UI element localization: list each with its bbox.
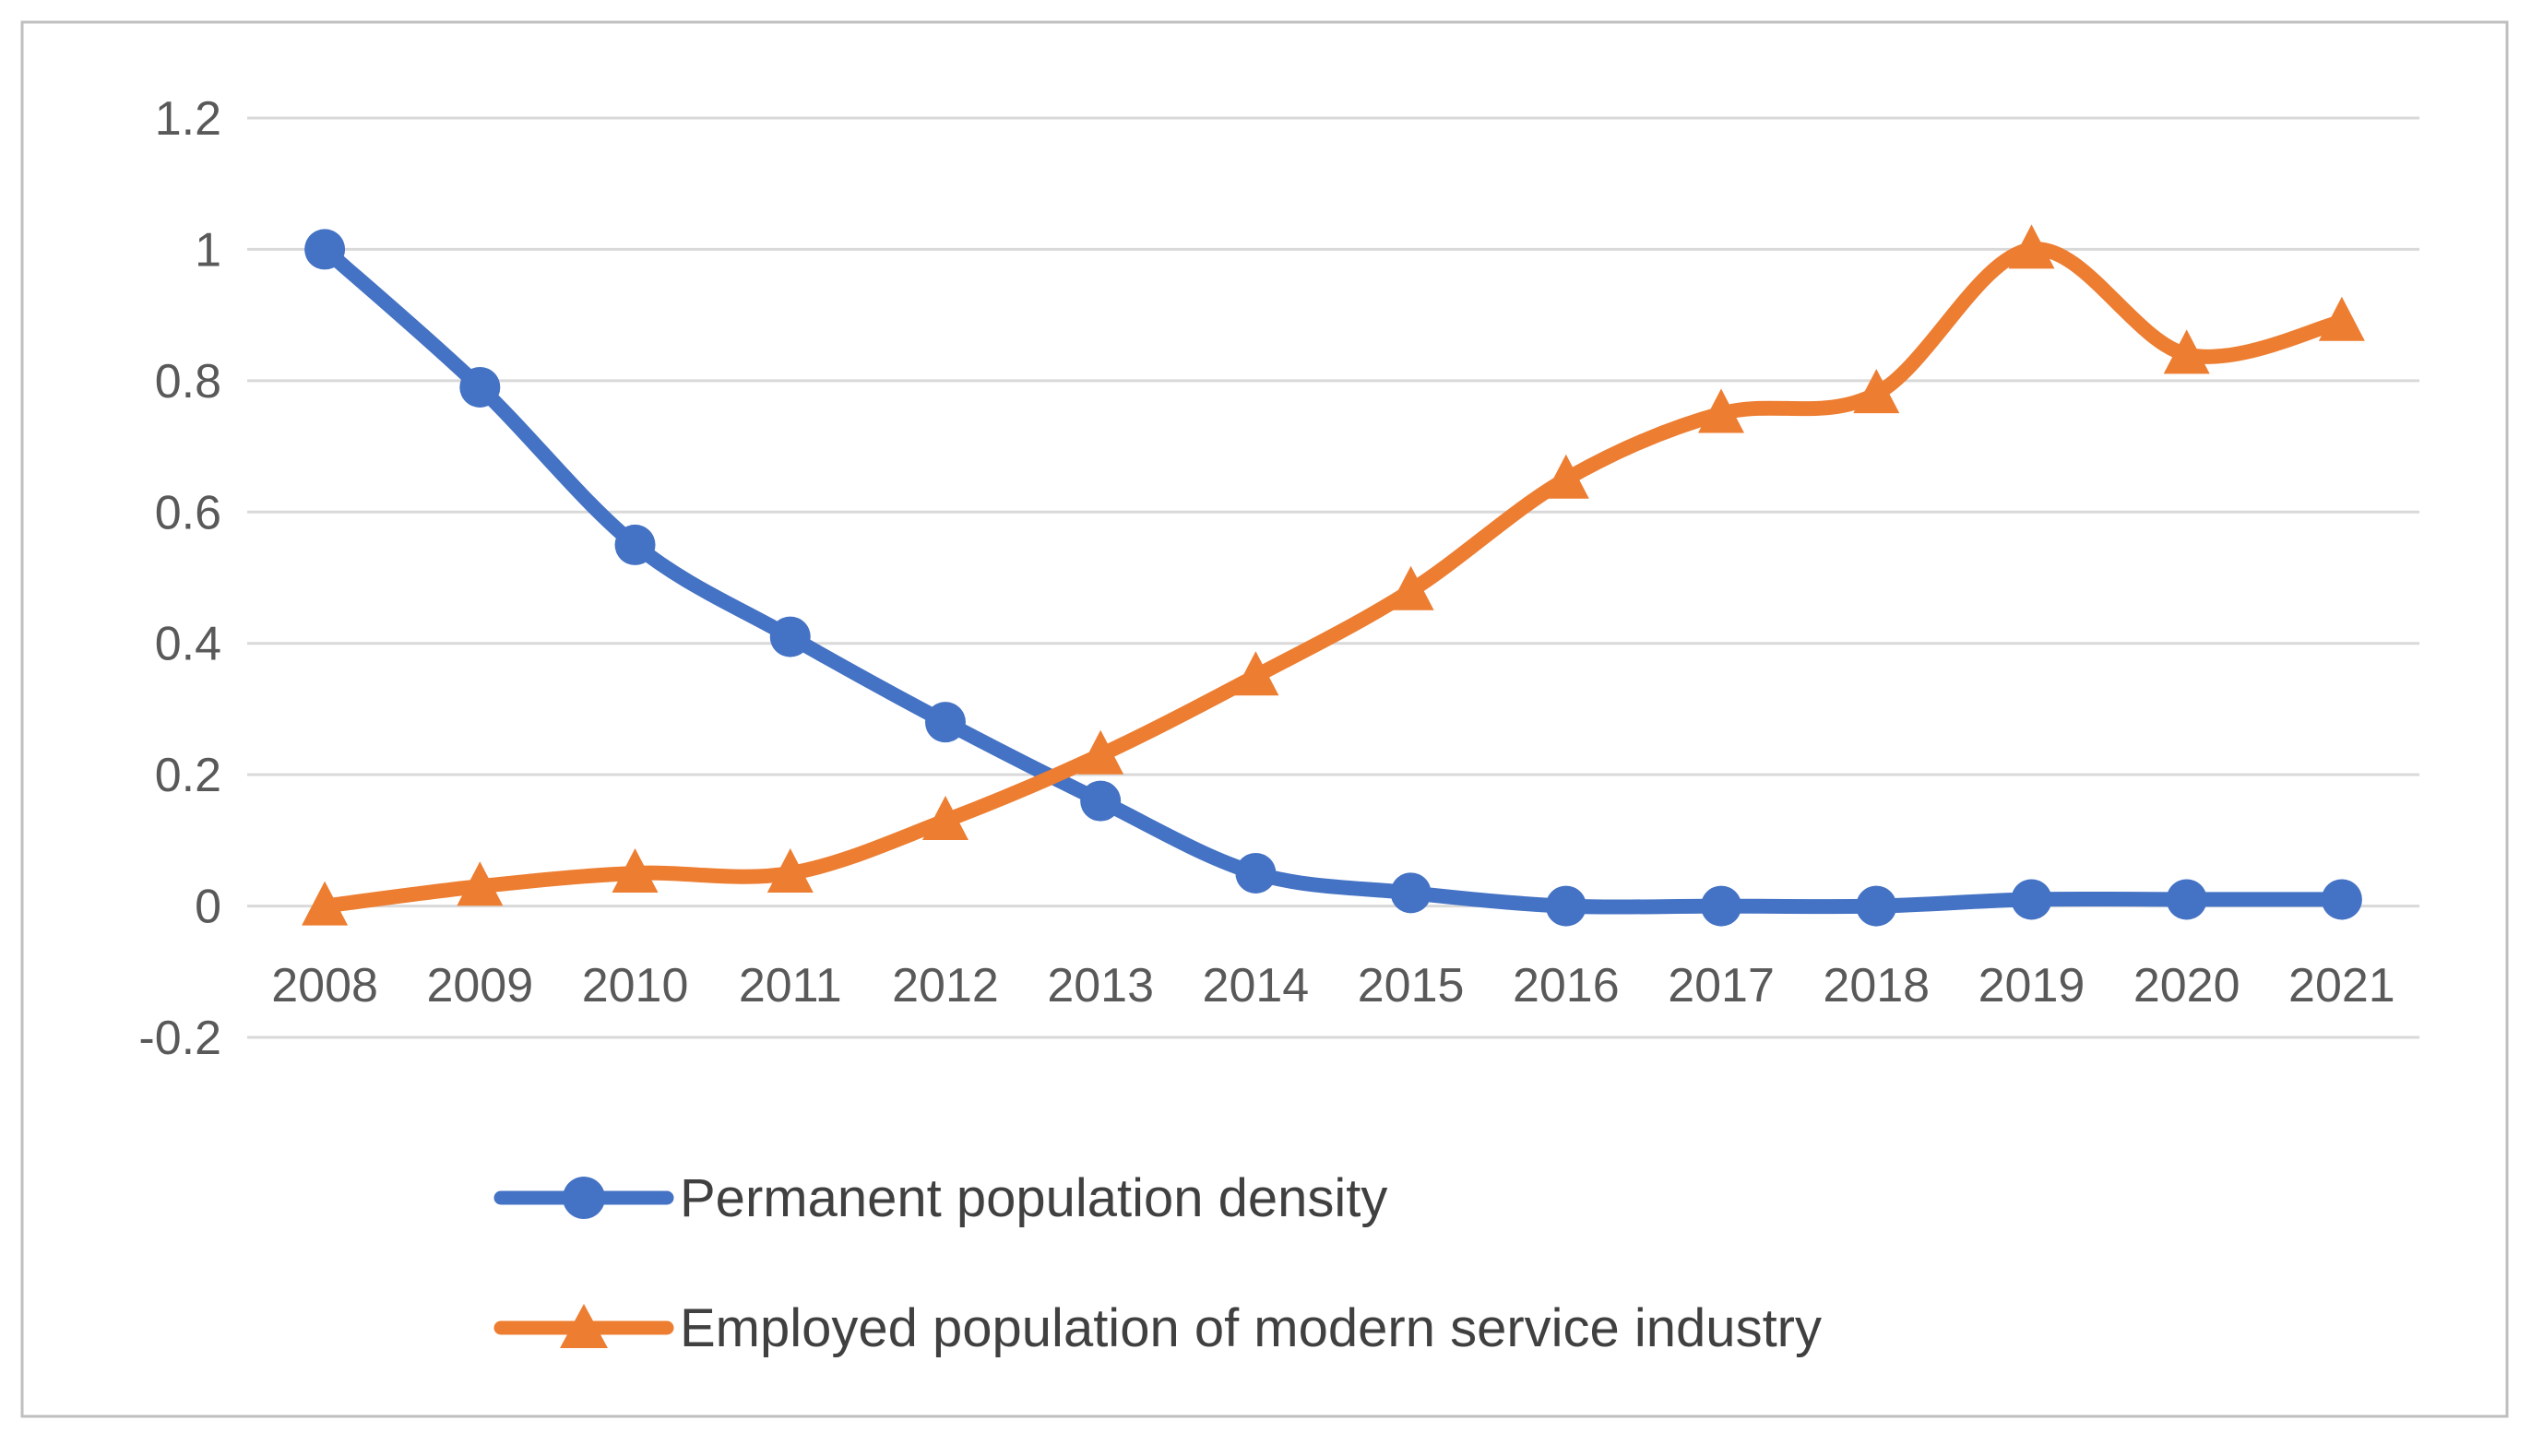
data-point-employed-population-of-modern-service-industry-2019 [2008,224,2055,269]
data-point-permanent-population-density-2015 [1390,872,1432,914]
data-point-permanent-population-density-2009 [459,366,501,408]
x-tick-label-2014: 2014 [1203,959,1310,1012]
data-point-employed-population-of-modern-service-industry-2018 [1853,369,1900,414]
data-point-employed-population-of-modern-service-industry-2013 [1077,729,1124,775]
y-tick-label--0.2: -0.2 [138,1012,221,1065]
y-tick-label-1.2: 1.2 [155,92,221,146]
data-point-permanent-population-density-2020 [2166,879,2207,920]
data-point-permanent-population-density-2019 [2011,879,2052,920]
x-tick-label-2021: 2021 [2288,959,2395,1012]
legend-circle-marker-icon [563,1177,605,1219]
data-point-employed-population-of-modern-service-industry-2010 [612,848,659,893]
x-tick-label-2020: 2020 [2133,959,2240,1012]
data-point-permanent-population-density-2021 [2321,879,2362,920]
legend-triangle-marker-icon [560,1304,608,1348]
x-axis-labels-group: 2008 2009 2010 2011 2012 2013 2014 2015 2016 2017… [271,959,2394,1012]
data-point-employed-population-of-modern-service-industry-2020 [2163,329,2210,374]
data-point-permanent-population-density-2018 [1856,885,1897,927]
x-tick-label-2011: 2011 [739,959,842,1012]
chart-border [20,20,2509,1418]
y-tick-label-1: 1 [195,223,221,277]
data-point-employed-population-of-modern-service-industry-2021 [2318,296,2365,341]
data-point-permanent-population-density-2016 [1545,885,1586,927]
legend-item-permanent-population-density: Permanent population density [493,1168,1387,1228]
series-lines-group [317,242,2349,915]
x-tick-label-2015: 2015 [1358,959,1465,1012]
data-point-employed-population-of-modern-service-industry-2017 [1698,388,1744,433]
data-point-employed-population-of-modern-service-industry-2011 [766,848,814,893]
x-tick-label-2008: 2008 [271,959,378,1012]
x-tick-label-2010: 2010 [582,959,689,1012]
x-tick-label-2019: 2019 [1978,959,2085,1012]
series-line-permanent-population-density [317,242,2349,915]
x-tick-label-2012: 2012 [892,959,999,1012]
x-tick-label-2018: 2018 [1823,959,1930,1012]
x-tick-label-2017: 2017 [1668,959,1775,1012]
series-line-employed-population-of-modern-service-industry [317,242,2349,914]
x-tick-label-2009: 2009 [426,959,533,1012]
x-tick-label-2013: 2013 [1047,959,1154,1012]
legend-label-employed-population: Employed population of modern service in… [680,1298,1822,1358]
y-axis-labels-group: 1.2 1 0.8 0.6 0.4 0.2 0 -0.2 [138,92,221,1065]
data-point-permanent-population-density-2013 [1080,780,1122,822]
legend: Permanent population density Employed po… [493,1168,1822,1358]
y-tick-label-0: 0 [195,881,221,934]
data-point-employed-population-of-modern-service-industry-2012 [922,796,968,840]
legend-item-employed-population-modern-service-industry: Employed population of modern service in… [493,1298,1822,1358]
data-point-permanent-population-density-2017 [1701,885,1742,927]
y-tick-label-0.8: 0.8 [155,355,221,408]
data-point-employed-population-of-modern-service-industry-2014 [1232,651,1279,696]
y-tick-label-0.2: 0.2 [155,749,221,802]
data-point-permanent-population-density-2012 [924,702,966,743]
x-tick-label-2016: 2016 [1513,959,1620,1012]
data-point-permanent-population-density-2008 [304,229,346,270]
y-tick-label-0.6: 0.6 [155,486,221,539]
data-point-permanent-population-density-2010 [614,524,656,565]
data-point-permanent-population-density-2014 [1235,852,1277,894]
data-point-employed-population-of-modern-service-industry-2015 [1387,565,1434,610]
y-tick-label-0.4: 0.4 [155,618,221,671]
legend-label-permanent-population-density: Permanent population density [680,1168,1387,1228]
data-point-employed-population-of-modern-service-industry-2009 [457,861,504,906]
data-point-employed-population-of-modern-service-industry-2008 [302,881,349,926]
data-point-employed-population-of-modern-service-industry-2016 [1542,454,1589,499]
series-markers-group [302,224,2365,927]
data-point-permanent-population-density-2011 [769,616,811,657]
